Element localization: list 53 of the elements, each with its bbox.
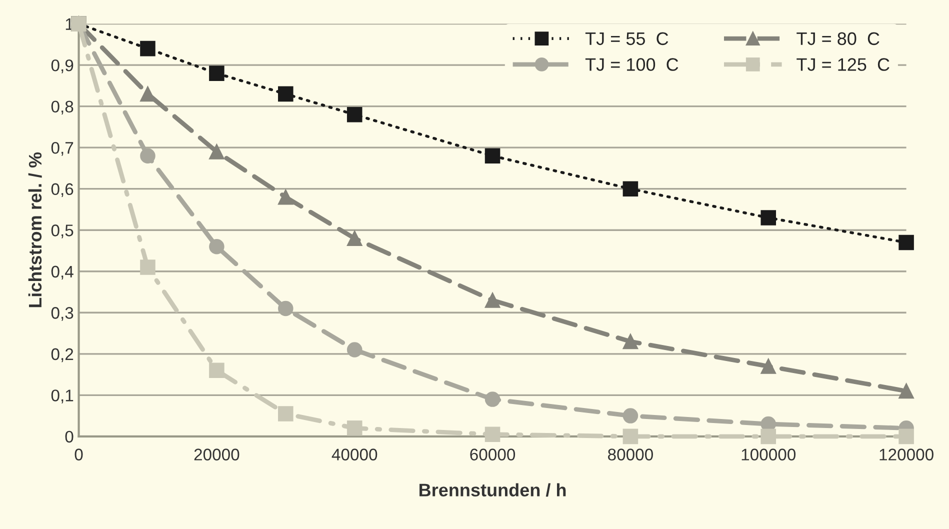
x-axis-title: Brennstunden / h: [420, 483, 566, 497]
y-tick-label: 0,3: [51, 307, 74, 321]
y-tick-label: 0,2: [51, 348, 74, 362]
point: [484, 392, 500, 407]
y-tick-label: 0,6: [51, 183, 74, 198]
y-tick-label: 0,5: [51, 224, 74, 238]
y-tick-label: 0,1: [51, 390, 74, 404]
x-tick-label: 80000: [608, 448, 653, 460]
point: [898, 234, 914, 250]
x-tick-label: 40000: [332, 448, 378, 460]
point: [346, 342, 362, 358]
legend-label: TJ = 125 C: [796, 58, 890, 71]
y-tick-label: 0,9: [51, 59, 74, 74]
x-tick-label: 20000: [194, 448, 240, 460]
point: [278, 189, 294, 205]
point: [622, 428, 638, 444]
point: [760, 428, 776, 444]
legend-label: TJ = 80 C: [796, 32, 880, 46]
point: [346, 230, 362, 246]
point: [484, 292, 500, 308]
y-axis-title: Lichtstrom rel. / %: [28, 152, 42, 308]
point: [278, 86, 294, 102]
point: [278, 406, 294, 422]
point: [760, 358, 776, 374]
point: [346, 420, 362, 436]
point: [898, 428, 914, 444]
x-tick-label: 120000: [880, 448, 934, 460]
point: [209, 144, 224, 160]
point: [140, 86, 156, 102]
point: [484, 426, 500, 442]
point: [209, 238, 224, 254]
y-tick-label: 0,7: [51, 142, 74, 156]
point: [209, 362, 224, 378]
x-tick-label: 0: [74, 448, 83, 460]
point: [278, 300, 294, 316]
y-tick-label: 0,8: [51, 100, 74, 114]
point: [140, 260, 156, 275]
x-tick-label: 100000: [742, 448, 796, 460]
point: [346, 106, 362, 122]
point: [484, 148, 500, 164]
point: [140, 40, 156, 56]
legend-label: TJ = 100 C: [585, 58, 678, 71]
point: [898, 383, 914, 399]
point: [622, 408, 638, 424]
point: [622, 181, 638, 196]
point: [622, 334, 638, 350]
point: [760, 210, 776, 226]
y-tick-label: 0,4: [51, 266, 74, 280]
legend-label: TJ = 55 C: [585, 32, 668, 46]
y-tick-label: 0: [65, 430, 74, 443]
point: [140, 148, 156, 164]
point: [209, 66, 224, 81]
x-tick-label: 60000: [470, 448, 516, 460]
